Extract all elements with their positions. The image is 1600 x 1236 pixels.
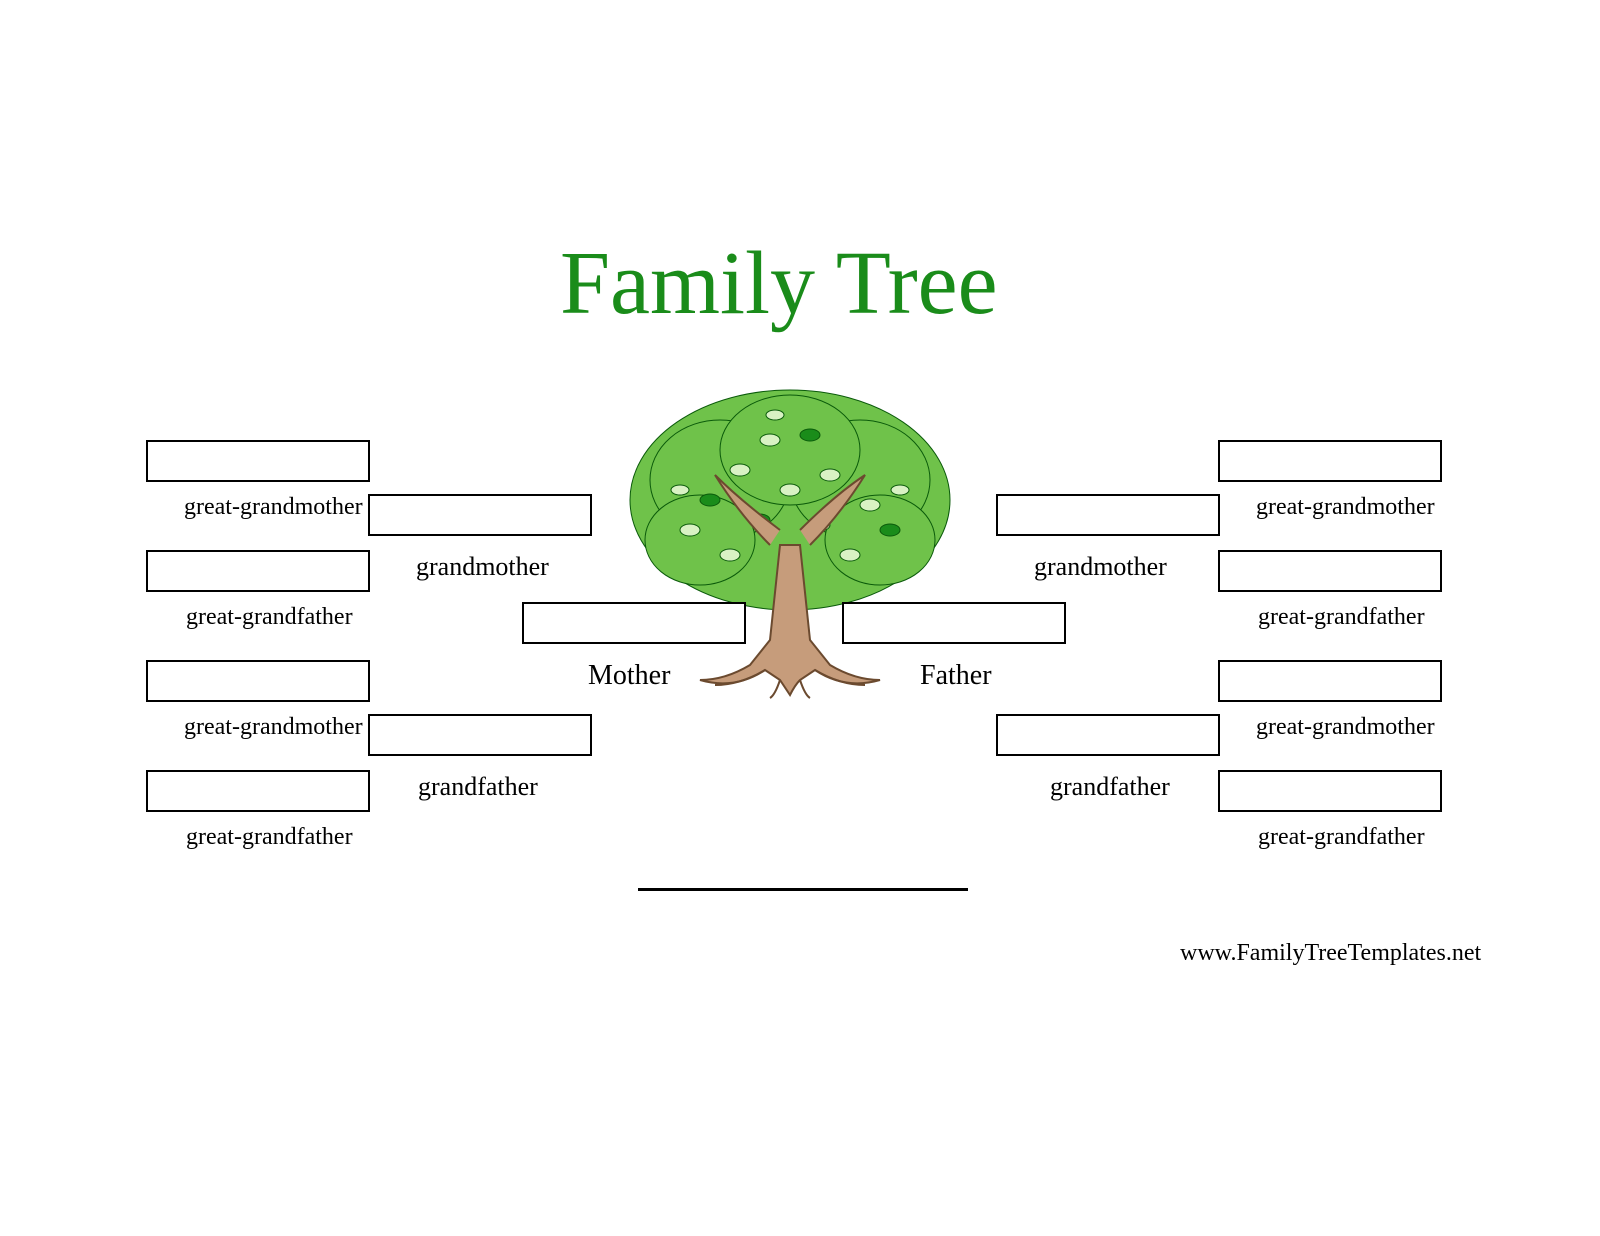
field-father[interactable] <box>842 602 1066 644</box>
field-grandfather[interactable] <box>368 714 592 756</box>
field-great-grandmother[interactable] <box>1218 660 1442 702</box>
label-great-grandfather: great-grandfather <box>1258 824 1425 851</box>
field-mother[interactable] <box>522 602 746 644</box>
field-great-grandmother[interactable] <box>146 660 370 702</box>
label-great-grandmother: great-grandmother <box>1256 494 1435 521</box>
field-grandmother[interactable] <box>368 494 592 536</box>
field-self-name[interactable] <box>638 888 968 891</box>
field-great-grandfather[interactable] <box>1218 550 1442 592</box>
tree-icon <box>620 380 960 705</box>
label-mother: Mother <box>588 660 670 692</box>
field-great-grandmother[interactable] <box>1218 440 1442 482</box>
field-great-grandmother[interactable] <box>146 440 370 482</box>
field-great-grandfather[interactable] <box>146 770 370 812</box>
field-grandfather[interactable] <box>996 714 1220 756</box>
page-title: Family Tree <box>560 232 998 335</box>
source-credit: www.FamilyTreeTemplates.net <box>1180 940 1481 967</box>
label-father: Father <box>920 660 992 692</box>
label-great-grandmother: great-grandmother <box>184 714 363 741</box>
field-great-grandfather[interactable] <box>146 550 370 592</box>
field-grandmother[interactable] <box>996 494 1220 536</box>
label-great-grandfather: great-grandfather <box>186 824 353 851</box>
label-grandmother: grandmother <box>416 552 549 582</box>
field-great-grandfather[interactable] <box>1218 770 1442 812</box>
label-grandfather: grandfather <box>418 772 538 802</box>
label-great-grandfather: great-grandfather <box>1258 604 1425 631</box>
label-great-grandfather: great-grandfather <box>186 604 353 631</box>
label-great-grandmother: great-grandmother <box>1256 714 1435 741</box>
label-grandmother: grandmother <box>1034 552 1167 582</box>
label-grandfather: grandfather <box>1050 772 1170 802</box>
label-great-grandmother: great-grandmother <box>184 494 363 521</box>
family-tree-template: Family Tree <box>0 0 1600 1236</box>
